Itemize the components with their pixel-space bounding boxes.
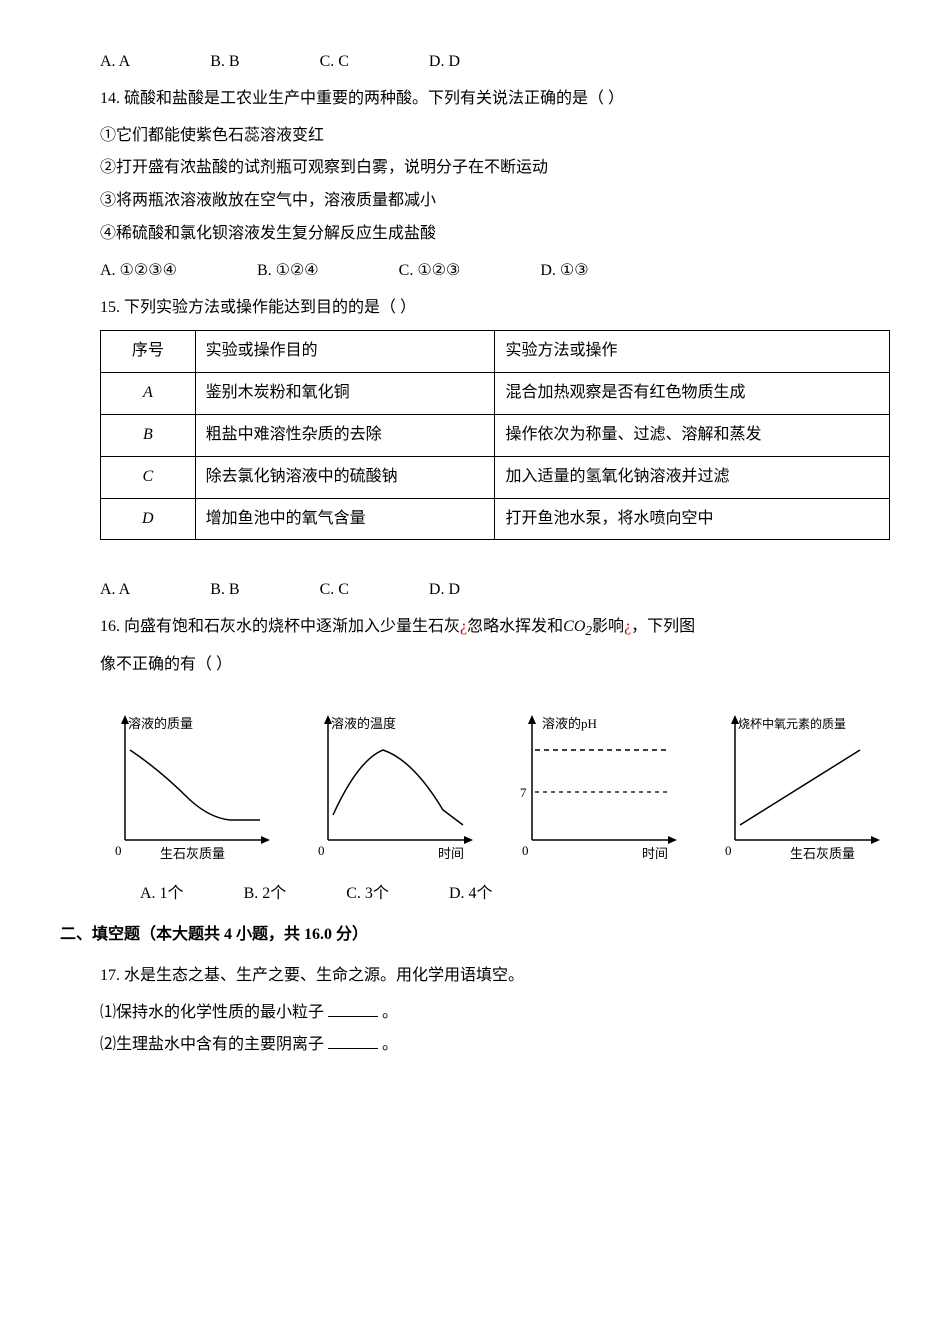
cell-purpose: 增加鱼池中的氧气含量 <box>195 498 495 540</box>
section2-title: 二、填空题（本大题共 4 小题，共 16.0 分） <box>60 921 890 950</box>
option-c-text: C. C <box>320 53 349 70</box>
q14-item1: ①它们都能使紫色石蕊溶液变红 <box>100 122 890 151</box>
svg-text:0: 0 <box>522 843 529 858</box>
co2-formula: CO2 <box>563 618 592 635</box>
q15-table: 序号 实验或操作目的 实验方法或操作 A 鉴别木炭粉和氧化铜 混合加热观察是否有… <box>100 330 890 540</box>
chart2-ylabel: 溶液的温度 <box>331 716 396 731</box>
header-purpose: 实验或操作目的 <box>195 331 495 373</box>
table-row: B 粗盐中难溶性杂质的去除 操作依次为称量、过滤、溶解和蒸发 <box>101 414 890 456</box>
option-d: D. D <box>429 576 460 605</box>
q17-stem: 17. 水是生态之基、生产之要、生命之源。用化学用语填空。 <box>100 962 890 991</box>
q16-options: A. 1个 B. 2个 C. 3个 D. 4个 <box>140 880 890 909</box>
q16-stem-part1: 16. 向盛有饱和石灰水的烧杯中逐渐加入少量生石灰 <box>100 618 460 635</box>
cell-method: 混合加热观察是否有红色物质生成 <box>495 373 890 415</box>
option-a: A. A <box>100 48 130 77</box>
q16-stem: 16. 向盛有饱和石灰水的烧杯中逐渐加入少量生石灰¿忽略水挥发和CO2影响¿，下… <box>100 613 890 643</box>
cell-purpose: 除去氯化钠溶液中的硫酸钠 <box>195 456 495 498</box>
option-a: A. ①②③④ <box>100 257 177 286</box>
q14-item4: ④稀硫酸和氯化钡溶液发生复分解反应生成盐酸 <box>100 220 890 249</box>
option-c: C. C <box>320 48 349 77</box>
option-b: B. B <box>210 48 239 77</box>
table-header-row: 序号 实验或操作目的 实验方法或操作 <box>101 331 890 373</box>
q16-stem-part2: 忽略水挥发和 <box>467 618 563 635</box>
chart4-xlabel: 生石灰质量 <box>790 846 855 861</box>
option-d: D. 4个 <box>449 880 493 909</box>
chart4-ylabel: 烧杯中氧元素的质量 <box>738 716 846 731</box>
q16-stem-part3: 影响 <box>592 618 624 635</box>
table-row: C 除去氯化钠溶液中的硫酸钠 加入适量的氢氧化钠溶液并过滤 <box>101 456 890 498</box>
cell-seq: D <box>101 498 196 540</box>
chart-1: 溶液的质量 0 生石灰质量 <box>100 710 280 870</box>
q15-stem: 15. 下列实验方法或操作能达到目的的是（ ） <box>100 294 890 323</box>
chart2-xlabel: 时间 <box>438 846 464 861</box>
chart-2: 溶液的温度 0 时间 <box>303 710 483 870</box>
q17-sub1: ⑴保持水的化学性质的最小粒子 。 <box>100 999 890 1028</box>
cell-method: 加入适量的氢氧化钠溶液并过滤 <box>495 456 890 498</box>
svg-text:0: 0 <box>725 843 732 858</box>
chart-4: 烧杯中氧元素的质量 0 生石灰质量 <box>710 710 890 870</box>
header-seq: 序号 <box>101 331 196 373</box>
cell-seq: A <box>101 373 196 415</box>
option-c: C. 3个 <box>346 880 389 909</box>
option-b: B. 2个 <box>244 880 287 909</box>
option-b: B. B <box>210 576 239 605</box>
q14-item3: ③将两瓶浓溶液敞放在空气中，溶液质量都减小 <box>100 187 890 216</box>
option-d: D. D <box>429 48 460 77</box>
cell-method: 操作依次为称量、过滤、溶解和蒸发 <box>495 414 890 456</box>
cell-seq: B <box>101 414 196 456</box>
option-c: C. C <box>320 576 349 605</box>
cell-purpose: 鉴别木炭粉和氧化铜 <box>195 373 495 415</box>
chart3-ymarker: 7 <box>520 785 527 800</box>
q17-sub2-prefix: ⑵生理盐水中含有的主要阴离子 <box>100 1036 324 1053</box>
option-d-text: D. D <box>429 53 460 70</box>
chart1-ylabel: 溶液的质量 <box>128 716 193 731</box>
chart1-xlabel: 生石灰质量 <box>160 846 225 861</box>
cell-purpose: 粗盐中难溶性杂质的去除 <box>195 414 495 456</box>
cell-seq: C <box>101 456 196 498</box>
q16-stem-part4: ，下列图 <box>631 618 695 635</box>
q17-sub2: ⑵生理盐水中含有的主要阴离子 。 <box>100 1031 890 1060</box>
blank-input[interactable] <box>328 1016 378 1017</box>
svg-text:0: 0 <box>115 843 122 858</box>
q17-sub2-suffix: 。 <box>382 1036 398 1053</box>
q14-stem: 14. 硫酸和盐酸是工农业生产中重要的两种酸。下列有关说法正确的是（ ） <box>100 85 890 114</box>
option-a: A. A <box>100 576 130 605</box>
q14-options: A. ①②③④ B. ①②④ C. ①②③ D. ①③ <box>100 257 890 286</box>
q13-options: A. A B. B C. C D. D <box>100 48 890 77</box>
q16-stem-line2: 像不正确的有（ ） <box>100 651 890 680</box>
chart3-xlabel: 时间 <box>642 846 668 861</box>
cell-method: 打开鱼池水泵，将水喷向空中 <box>495 498 890 540</box>
option-b: B. ①②④ <box>257 257 319 286</box>
q14-item2: ②打开盛有浓盐酸的试剂瓶可观察到白雾，说明分子在不断运动 <box>100 154 890 183</box>
q17-sub1-suffix: 。 <box>382 1004 398 1021</box>
option-a-text: A. A <box>100 53 130 70</box>
q16-charts: 溶液的质量 0 生石灰质量 溶液的温度 0 时间 溶液的pH 7 0 时间 烧杯… <box>100 710 890 870</box>
chart-3: 溶液的pH 7 0 时间 <box>507 710 687 870</box>
option-a: A. 1个 <box>140 880 184 909</box>
blank-input[interactable] <box>328 1048 378 1049</box>
q15-options: A. A B. B C. C D. D <box>100 576 890 605</box>
option-b-text: B. B <box>210 53 239 70</box>
header-method: 实验方法或操作 <box>495 331 890 373</box>
option-d: D. ①③ <box>540 257 588 286</box>
table-row: D 增加鱼池中的氧气含量 打开鱼池水泵，将水喷向空中 <box>101 498 890 540</box>
q17-sub1-prefix: ⑴保持水的化学性质的最小粒子 <box>100 1004 324 1021</box>
chart3-ylabel: 溶液的pH <box>542 716 597 731</box>
table-row: A 鉴别木炭粉和氧化铜 混合加热观察是否有红色物质生成 <box>101 373 890 415</box>
option-c: C. ①②③ <box>399 257 461 286</box>
svg-text:0: 0 <box>318 843 325 858</box>
